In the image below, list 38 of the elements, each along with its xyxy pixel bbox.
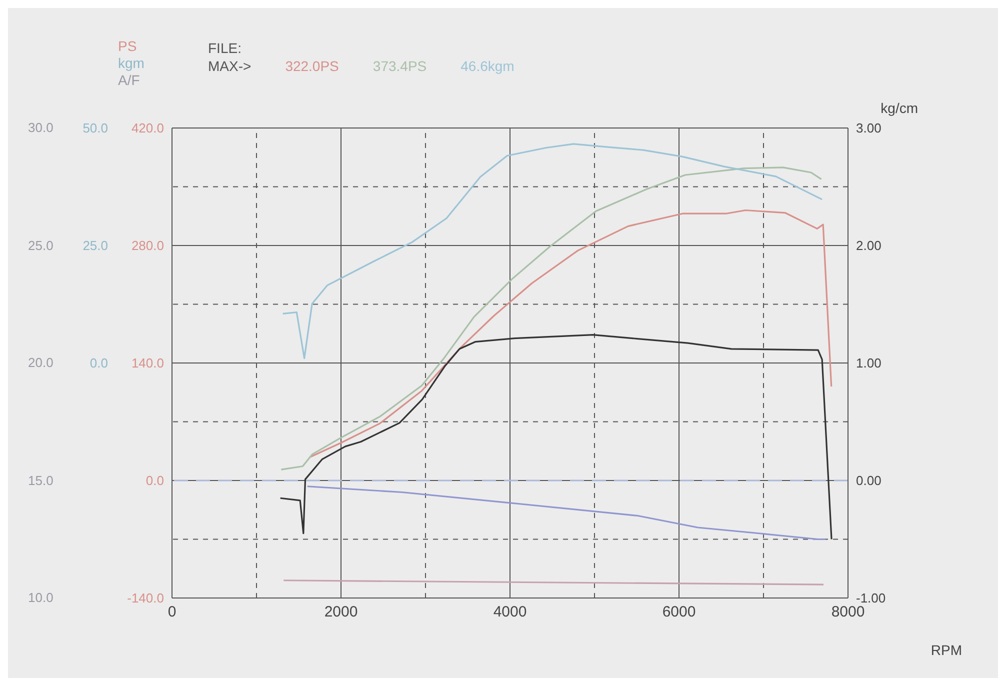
line-series <box>309 209 832 458</box>
y3-tick-label: 25.0 <box>82 238 108 254</box>
y3-tick-label: 50.0 <box>82 120 108 136</box>
y2-tick-label: 2.00 <box>856 238 882 254</box>
line-series <box>282 143 823 360</box>
y-axis-title: PS <box>118 38 138 55</box>
y2-tick-label: 3.00 <box>856 120 882 136</box>
x-tick-label: 2000 <box>324 604 358 621</box>
y-tick-label: -140.0 <box>127 590 164 606</box>
y-tick-label: 420.0 <box>131 120 164 136</box>
text: 20.0 <box>28 355 54 371</box>
y2-tick-label: 0.00 <box>856 473 882 488</box>
text: 373.4PS <box>372 58 427 74</box>
x-tick-label: 4000 <box>493 604 527 621</box>
y-tick-label: 0.0 <box>146 473 164 488</box>
y-tick-label: 140.0 <box>131 356 164 371</box>
text: MAX-> <box>208 58 252 74</box>
line-series <box>280 334 832 540</box>
y3-tick-label: 0.0 <box>90 356 108 371</box>
y3-axis-title: kgm <box>118 55 144 72</box>
text: 25.0 <box>28 238 54 254</box>
text: 30.0 <box>28 120 54 136</box>
line-series <box>306 486 826 540</box>
x-tick-label: 6000 <box>662 604 696 621</box>
text: A/F <box>118 72 141 89</box>
x-tick-label: 8000 <box>831 604 865 621</box>
text: 46.6kgm <box>460 58 514 74</box>
text: FILE: <box>208 40 242 56</box>
y2-axis-title: kg/cm <box>880 100 918 116</box>
text: 322.0PS <box>285 58 339 74</box>
line-series <box>280 166 822 470</box>
y-tick-label: 280.0 <box>131 238 164 254</box>
text: 15.0 <box>28 472 54 488</box>
y2-tick-label: 1.00 <box>856 356 882 371</box>
x-tick-label: 0 <box>168 604 176 621</box>
text: 10.0 <box>28 590 54 606</box>
x-axis-title: RPM <box>930 642 962 658</box>
y2-tick-label: -1.00 <box>856 590 886 606</box>
